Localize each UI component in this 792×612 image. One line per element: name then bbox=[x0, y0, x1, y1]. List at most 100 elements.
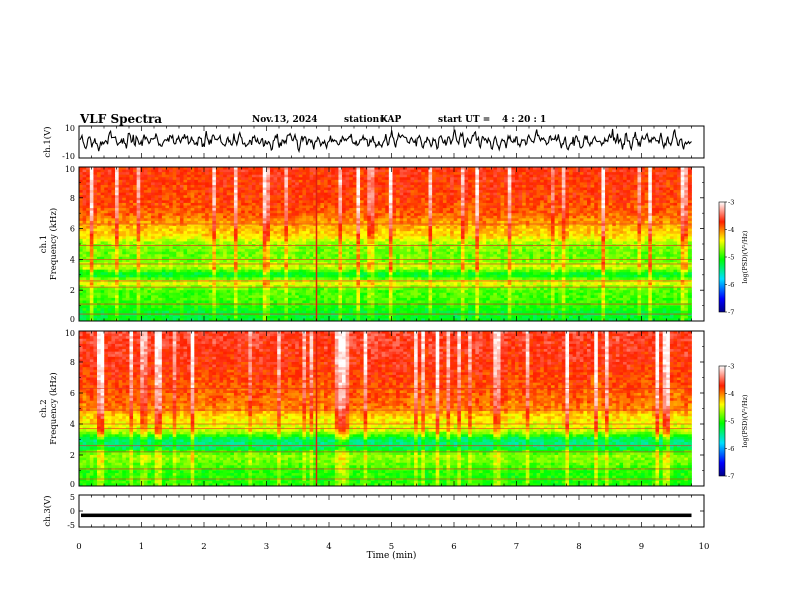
spectrogram-cell bbox=[471, 174, 476, 178]
spectrogram-cell bbox=[140, 169, 145, 173]
spectrogram-cell bbox=[115, 179, 120, 183]
spectrogram-cell bbox=[637, 190, 642, 194]
spectrogram-cell bbox=[457, 223, 462, 227]
spectrogram-cell bbox=[284, 187, 289, 191]
spectrogram-cell bbox=[543, 233, 548, 237]
spectrogram-cell bbox=[374, 174, 379, 178]
spectrogram-cell bbox=[687, 187, 692, 191]
spectrogram-cell bbox=[428, 236, 433, 240]
spectrogram-cell bbox=[633, 215, 638, 219]
spectrogram-cell bbox=[381, 210, 386, 214]
spectrogram-cell bbox=[583, 197, 588, 201]
spectrogram-cell bbox=[237, 172, 242, 176]
spectrogram-cell bbox=[648, 200, 653, 204]
spectrogram-cell bbox=[197, 218, 202, 222]
spectrogram-cell bbox=[179, 238, 184, 242]
spectrogram-cell bbox=[277, 228, 282, 232]
spectrogram-cell bbox=[331, 233, 336, 237]
spectrogram-cell bbox=[615, 177, 620, 181]
spectrogram-cell bbox=[579, 231, 584, 235]
spectrogram-cell bbox=[233, 192, 238, 196]
spectrogram-cell bbox=[82, 241, 87, 245]
spectrogram-cell bbox=[313, 208, 318, 212]
spectrogram-cell bbox=[486, 238, 491, 242]
spectrogram-cell bbox=[547, 184, 552, 188]
spectrogram-cell bbox=[248, 182, 253, 186]
spectrogram-cell bbox=[223, 231, 228, 235]
spectrogram-cell bbox=[655, 179, 660, 183]
spectrogram-cell bbox=[471, 233, 476, 237]
spectrogram-cell bbox=[576, 172, 581, 176]
spectrogram-cell bbox=[129, 197, 134, 201]
spectrogram-cell bbox=[370, 208, 375, 212]
spectrogram-cell bbox=[370, 190, 375, 194]
spectrogram-cell bbox=[453, 236, 458, 240]
spectrogram-cell bbox=[172, 205, 177, 209]
spectrogram-cell bbox=[244, 215, 249, 219]
spectrogram-cell bbox=[507, 177, 512, 181]
spectrogram-cell bbox=[190, 233, 195, 237]
spectrogram-cell bbox=[666, 179, 671, 183]
spectrogram-cell bbox=[298, 174, 303, 178]
spectrogram-cell bbox=[147, 200, 152, 204]
spectrogram-cell bbox=[187, 238, 192, 242]
spectrogram-cell bbox=[291, 231, 296, 235]
spectrogram-cell bbox=[579, 220, 584, 224]
spectrogram-cell bbox=[118, 215, 123, 219]
spectrogram-cell bbox=[197, 238, 202, 242]
spectrogram-cell bbox=[587, 179, 592, 183]
spectrogram-cell bbox=[233, 184, 238, 188]
spectrogram-cell bbox=[107, 231, 112, 235]
spectrogram-cell bbox=[543, 169, 548, 173]
spectrogram-cell bbox=[612, 210, 617, 214]
spectrogram-cell bbox=[547, 174, 552, 178]
spectrogram-cell bbox=[619, 167, 624, 170]
spectrogram-cell bbox=[169, 169, 174, 173]
spectrogram-cell bbox=[136, 200, 141, 204]
spectrogram-cell bbox=[630, 236, 635, 240]
spectrogram-cell bbox=[129, 184, 134, 188]
spectrogram-cell bbox=[601, 210, 606, 214]
spectrogram-cell bbox=[133, 233, 138, 237]
spectrogram-cell bbox=[259, 238, 264, 242]
spectrogram-cell bbox=[576, 202, 581, 206]
spectrogram-cell bbox=[388, 231, 393, 235]
spectrogram-cell bbox=[324, 223, 328, 227]
spectrogram-cell bbox=[122, 233, 127, 237]
spectrogram-cell bbox=[327, 213, 332, 217]
spectrogram-cell bbox=[615, 200, 620, 204]
spectrogram-cell bbox=[122, 192, 127, 196]
spectrogram-cell bbox=[601, 172, 606, 176]
spectrogram-cell bbox=[633, 190, 638, 194]
spectrogram-cell bbox=[284, 177, 289, 181]
spectrogram-cell bbox=[324, 228, 328, 232]
spectrogram-cell bbox=[309, 202, 314, 206]
spectrogram-cell bbox=[615, 182, 620, 186]
spectrogram-cell bbox=[352, 184, 357, 188]
spectrogram-cell bbox=[313, 213, 318, 217]
spectrogram-cell bbox=[356, 213, 361, 217]
spectrogram-cell bbox=[125, 192, 130, 196]
spectrogram-cell bbox=[309, 184, 314, 188]
spectrogram-cell bbox=[507, 220, 512, 224]
spectrogram-cell bbox=[154, 182, 159, 186]
spectrogram-cell bbox=[197, 179, 202, 183]
spectrogram-cell bbox=[496, 179, 501, 183]
spectrogram-cell bbox=[194, 218, 199, 222]
spectrogram-cell bbox=[345, 195, 350, 199]
spectrogram-cell bbox=[140, 190, 145, 194]
spectrogram-cell bbox=[86, 200, 91, 204]
spectrogram-cell bbox=[158, 208, 163, 212]
spectrogram-cell bbox=[309, 205, 314, 209]
spectrogram-cell bbox=[370, 215, 375, 219]
spectrogram-cell bbox=[673, 179, 678, 183]
spectrogram-cell bbox=[547, 169, 552, 173]
spectrogram-cell bbox=[579, 218, 584, 222]
spectrogram-cell bbox=[673, 213, 678, 217]
spectrogram-cell bbox=[637, 172, 642, 176]
spectrogram-cell bbox=[583, 228, 588, 232]
spectrogram-cell bbox=[475, 213, 480, 217]
spectrogram-cell bbox=[140, 226, 145, 229]
spectrogram-cell bbox=[432, 236, 437, 240]
spectrogram-cell bbox=[226, 238, 231, 242]
